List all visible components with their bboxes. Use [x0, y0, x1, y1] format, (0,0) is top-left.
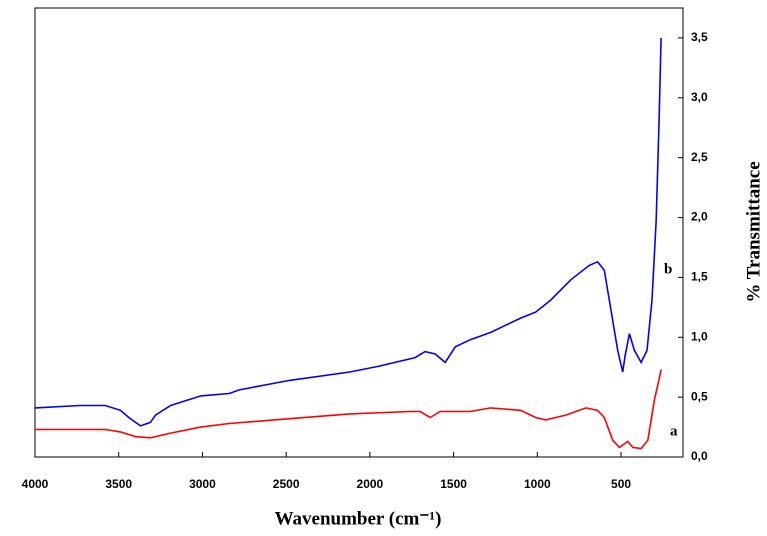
annotation: a	[670, 423, 678, 439]
x-tick-label: 2000	[357, 477, 384, 491]
y-tick-label: 2,0	[691, 210, 708, 224]
x-tick-label: 500	[611, 477, 631, 491]
y-tick-label: 0,0	[691, 449, 708, 463]
y-tick-label: 1,0	[691, 329, 708, 343]
spectrum-line	[35, 369, 662, 450]
x-tick-label: 1000	[524, 477, 551, 491]
y-tick-label: 1,5	[691, 270, 708, 284]
y-tick-label: 0,5	[691, 389, 708, 403]
x-tick-label: 4000	[22, 477, 49, 491]
x-tick-label: 1500	[440, 477, 467, 491]
y-axis-label: % Transmittance	[743, 161, 764, 302]
y-tick-label: 2,5	[691, 150, 708, 164]
y-tick-label: 3,0	[691, 90, 708, 104]
x-axis-label: Wavenumber (cm⁻¹)	[275, 508, 442, 529]
y-tick-label: 3,5	[691, 30, 708, 44]
annotation: b	[664, 261, 672, 277]
plot-frame	[34, 7, 684, 458]
spectrum-line	[34, 37, 662, 427]
x-tick-label: 2500	[273, 477, 300, 491]
x-tick-label: 3000	[189, 477, 216, 491]
x-tick-label: 3500	[105, 477, 132, 491]
